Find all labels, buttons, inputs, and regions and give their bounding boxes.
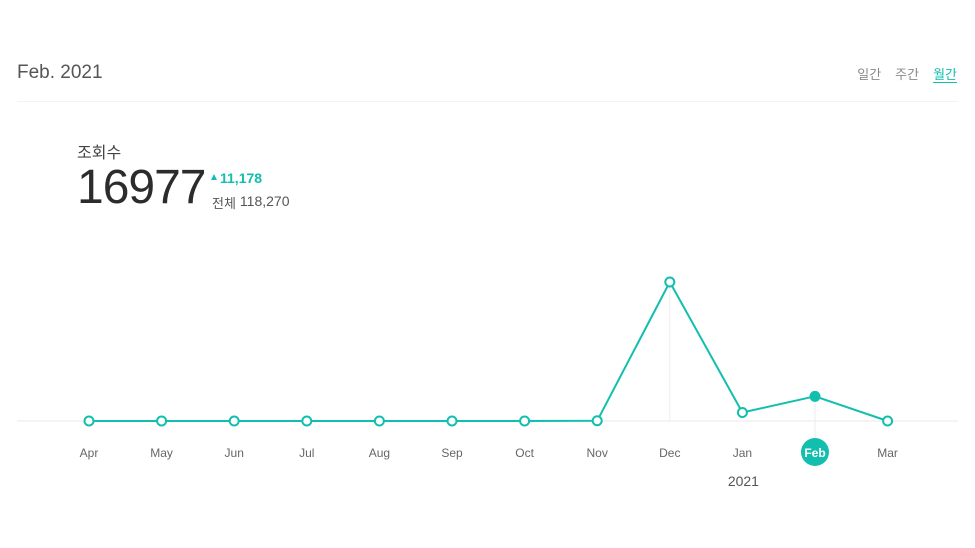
- tab-weekly[interactable]: 주간: [895, 68, 920, 83]
- metric-label: 조회수: [77, 143, 122, 162]
- total-value: 118,270: [239, 193, 290, 209]
- data-point-jan: [736, 407, 748, 419]
- delta-value: 11,178: [220, 170, 263, 186]
- data-point-sep: [446, 415, 458, 427]
- data-point-dec: [664, 276, 676, 288]
- period-tabs: 일간 주간 월간: [857, 64, 957, 83]
- x-tick-may: May: [150, 446, 173, 460]
- x-tick-apr: Apr: [80, 446, 99, 460]
- tab-monthly[interactable]: 월간: [933, 68, 957, 83]
- x-tick-dec: Dec: [659, 446, 680, 460]
- data-point-mar: [882, 415, 894, 427]
- x-tick-mar: Mar: [877, 446, 898, 460]
- x-tick-aug: Aug: [369, 446, 390, 460]
- series-line: [89, 281, 888, 422]
- x-tick-nov: Nov: [587, 446, 608, 460]
- x-tick-oct: Oct: [515, 446, 534, 460]
- x-tick-jun: Jun: [225, 446, 244, 460]
- current-period-label: Feb. 2021: [17, 62, 103, 83]
- data-point-feb: [809, 390, 821, 402]
- x-tick-jul: Jul: [299, 446, 314, 460]
- x-tick-sep: Sep: [441, 446, 463, 460]
- data-point-apr: [83, 415, 95, 427]
- x-tick-feb: Feb: [804, 446, 825, 460]
- data-point-jun: [228, 415, 240, 427]
- x-tick-jan: Jan: [733, 446, 752, 460]
- header-divider: [17, 101, 958, 102]
- data-point-may: [156, 415, 168, 427]
- total-label: 전체: [212, 197, 236, 212]
- delta-indicator: 11,178: [211, 170, 262, 186]
- year-label: 2021: [728, 473, 759, 489]
- tab-daily[interactable]: 일간: [857, 68, 882, 83]
- up-triangle-icon: [211, 174, 217, 180]
- data-point-aug: [373, 415, 385, 427]
- total-summary: 전체 118,270: [212, 193, 290, 212]
- data-point-nov: [591, 415, 603, 427]
- selected-month-badge: [801, 438, 829, 466]
- data-point-oct: [519, 415, 531, 427]
- metric-value: 16977: [77, 161, 206, 214]
- data-point-jul: [301, 415, 313, 427]
